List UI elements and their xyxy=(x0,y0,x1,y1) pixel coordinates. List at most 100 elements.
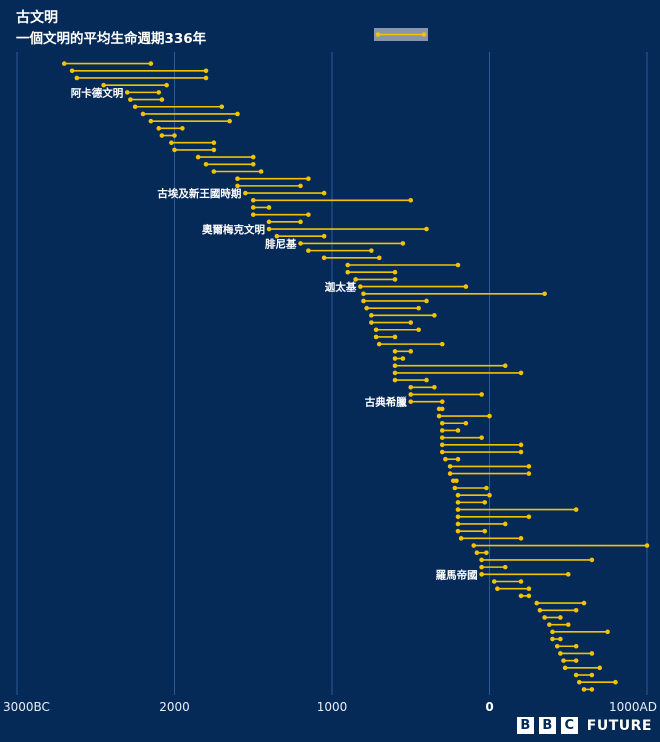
interval-end-61 xyxy=(482,500,488,505)
interval-end-13 xyxy=(250,154,256,160)
interval-start-61 xyxy=(455,500,461,505)
interval-start-75 xyxy=(534,600,540,606)
interval-end-49 xyxy=(487,413,492,419)
interval-end-39 xyxy=(439,341,445,347)
interval-start-57 xyxy=(447,471,453,476)
interval-start-34 xyxy=(364,305,369,311)
interval-start-58 xyxy=(450,478,456,484)
interval-end-8 xyxy=(227,118,232,124)
interval-start-54 xyxy=(439,449,445,455)
interval-end-34 xyxy=(416,305,421,311)
interval-start-38 xyxy=(373,334,379,340)
interval-start-32 xyxy=(361,291,366,297)
interval-end-72 xyxy=(518,579,524,584)
interval-start-28 xyxy=(345,262,351,268)
interval-end-76 xyxy=(573,607,579,613)
interval-end-16 xyxy=(306,176,311,181)
interval-end-62 xyxy=(573,507,579,512)
annotation-1: 古埃及新王國時期 xyxy=(157,187,241,200)
interval-start-22 xyxy=(266,219,272,225)
interval-start-7 xyxy=(140,111,146,117)
annotation-2: 奧爾梅克文明 xyxy=(201,223,265,236)
interval-start-73 xyxy=(495,586,500,591)
interval-end-63 xyxy=(526,514,532,520)
interval-start-25 xyxy=(298,241,303,246)
intervals xyxy=(61,61,650,692)
interval-end-33 xyxy=(424,298,429,304)
interval-end-60 xyxy=(487,492,492,498)
interval-end-14 xyxy=(250,162,256,167)
interval-start-40 xyxy=(392,349,398,354)
annotation-5: 古典希臘 xyxy=(365,396,407,409)
interval-end-12 xyxy=(211,147,217,153)
interval-end-43 xyxy=(518,370,524,376)
interval-start-45 xyxy=(408,384,414,390)
interval-start-5 xyxy=(128,97,133,102)
interval-end-30 xyxy=(392,277,398,282)
interval-end-5 xyxy=(159,97,165,102)
interval-end-80 xyxy=(558,636,563,642)
interval-end-38 xyxy=(392,334,398,340)
interval-end-78 xyxy=(565,622,571,627)
interval-end-83 xyxy=(573,658,579,663)
interval-end-22 xyxy=(298,219,303,225)
interval-start-84 xyxy=(562,665,568,671)
interval-end-3 xyxy=(164,82,169,88)
interval-end-27 xyxy=(376,255,382,261)
interval-end-79 xyxy=(605,629,610,635)
interval-end-44 xyxy=(424,377,429,383)
interval-end-71 xyxy=(565,572,571,577)
interval-start-76 xyxy=(537,607,543,613)
x-tick-label-0: 3000BC xyxy=(3,700,50,714)
interval-start-48 xyxy=(436,406,442,412)
interval-end-1 xyxy=(203,68,209,74)
interval-start-82 xyxy=(558,651,563,656)
interval-end-46 xyxy=(479,392,484,397)
interval-end-65 xyxy=(482,528,488,534)
interval-end-26 xyxy=(369,248,374,253)
interval-end-24 xyxy=(321,233,327,239)
interval-start-15 xyxy=(211,169,217,174)
interval-end-40 xyxy=(408,349,414,354)
interval-start-2 xyxy=(74,75,80,81)
interval-start-31 xyxy=(358,284,363,289)
interval-end-7 xyxy=(235,111,240,117)
interval-start-3 xyxy=(101,82,106,88)
interval-start-36 xyxy=(369,320,374,325)
interval-end-77 xyxy=(558,615,563,620)
interval-start-20 xyxy=(250,205,256,210)
interval-start-29 xyxy=(345,269,351,275)
interval-start-39 xyxy=(376,341,382,347)
x-tick-label-2: 1000 xyxy=(317,700,348,714)
interval-end-68 xyxy=(484,550,489,556)
interval-start-66 xyxy=(458,536,464,541)
x-tick-label-3: 0 xyxy=(485,700,493,714)
interval-start-62 xyxy=(455,507,461,512)
interval-start-77 xyxy=(542,615,547,620)
x-tick-label-1: 2000 xyxy=(159,700,190,714)
x-axis: 3000BC 2000 1000 0 1000AD xyxy=(3,700,657,714)
interval-end-35 xyxy=(432,313,437,318)
interval-end-18 xyxy=(321,190,327,196)
interval-start-19 xyxy=(250,197,256,203)
interval-start-64 xyxy=(455,521,461,527)
chart-title: 古文明 xyxy=(16,10,58,26)
interval-start-52 xyxy=(439,435,445,440)
interval-end-84 xyxy=(597,665,603,671)
interval-start-17 xyxy=(235,183,240,189)
x-tick-label-4: 1000AD xyxy=(609,700,657,714)
interval-end-29 xyxy=(392,269,398,275)
interval-start-37 xyxy=(373,327,379,333)
interval-end-75 xyxy=(581,600,587,606)
interval-start-59 xyxy=(452,485,458,491)
interval-end-2 xyxy=(203,75,209,81)
interval-start-83 xyxy=(561,658,566,663)
interval-end-48 xyxy=(439,406,445,412)
interval-start-72 xyxy=(491,579,497,584)
interval-end-4 xyxy=(156,90,162,95)
interval-end-17 xyxy=(298,183,303,189)
interval-start-24 xyxy=(274,233,280,239)
interval-start-23 xyxy=(266,226,272,232)
